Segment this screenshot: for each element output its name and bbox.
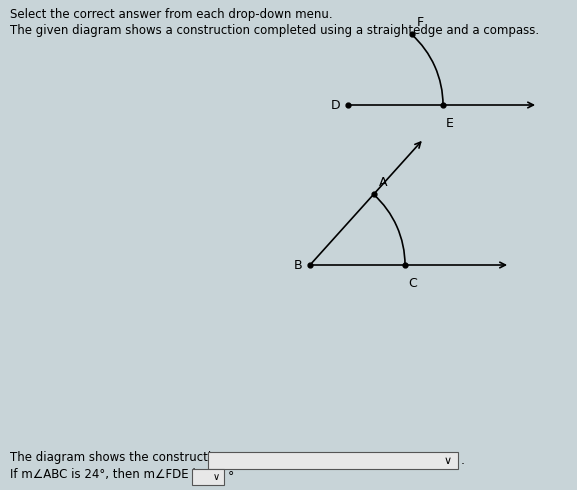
Text: If m∠ABC is 24°, then m∠FDE is: If m∠ABC is 24°, then m∠FDE is (10, 468, 202, 481)
Text: F: F (417, 16, 424, 29)
Text: The given diagram shows a construction completed using a straightedge and a comp: The given diagram shows a construction c… (10, 24, 539, 37)
Text: °: ° (228, 470, 234, 484)
Text: C: C (408, 277, 417, 290)
Text: ∨: ∨ (444, 456, 452, 466)
Text: Select the correct answer from each drop-down menu.: Select the correct answer from each drop… (10, 8, 332, 21)
FancyBboxPatch shape (208, 452, 458, 469)
Text: E: E (446, 117, 454, 130)
Text: A: A (379, 176, 387, 190)
Text: The diagram shows the construction: The diagram shows the construction (10, 451, 226, 464)
FancyBboxPatch shape (192, 469, 224, 485)
Text: .: . (461, 454, 465, 467)
Text: D: D (331, 98, 340, 112)
Text: B: B (293, 259, 302, 271)
Text: ∨: ∨ (212, 472, 220, 482)
